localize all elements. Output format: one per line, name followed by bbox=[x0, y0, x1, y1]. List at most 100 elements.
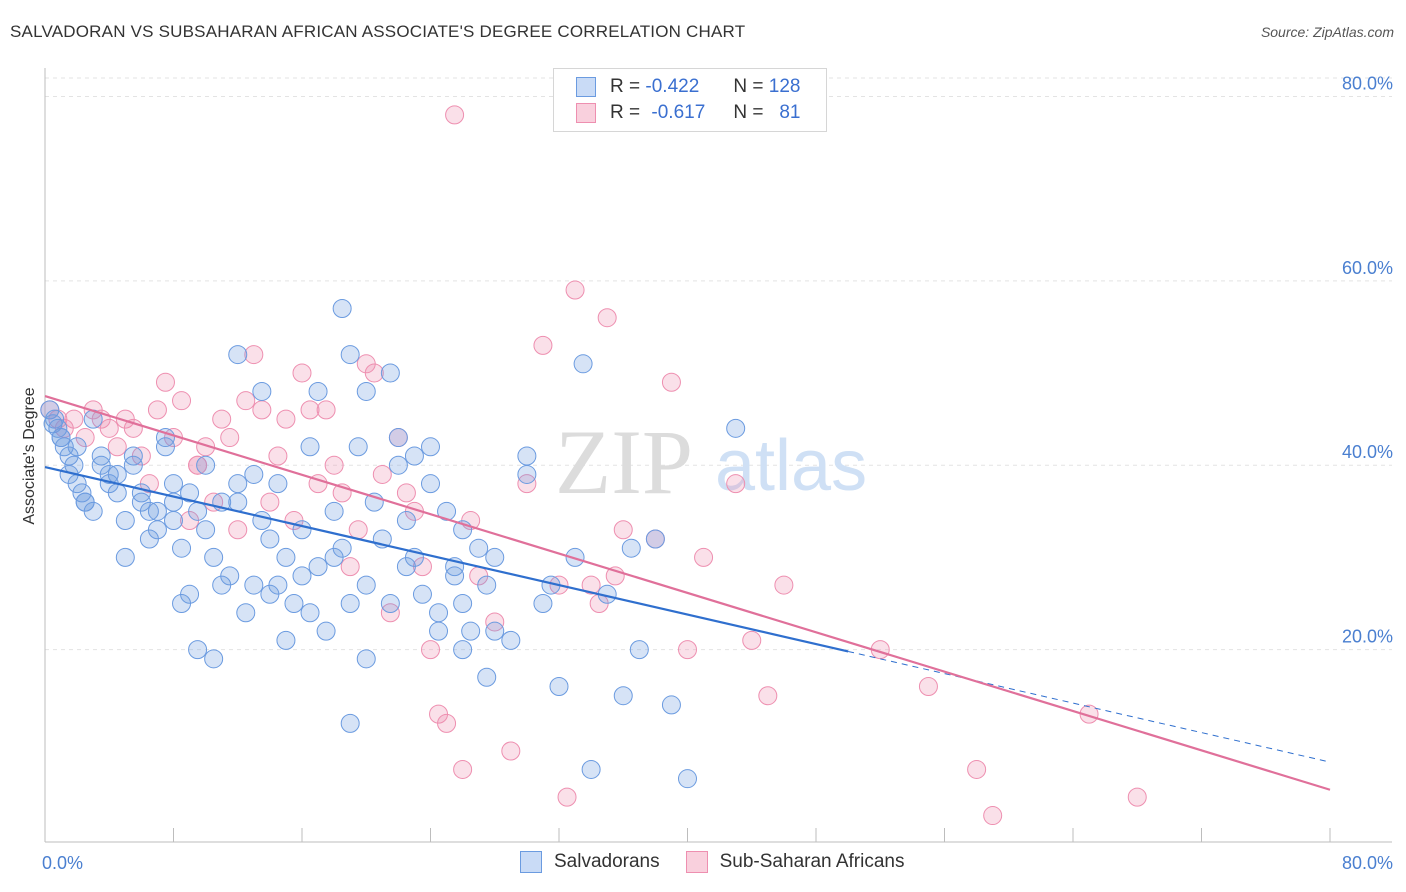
axes bbox=[44, 68, 1392, 843]
data-point-salvadoran bbox=[180, 483, 200, 503]
data-point-salvadoran bbox=[308, 381, 328, 401]
data-point-subsaharan bbox=[678, 640, 697, 660]
data-point-subsaharan bbox=[260, 492, 280, 512]
data-point-salvadoran bbox=[300, 603, 320, 623]
data-point-salvadoran bbox=[180, 584, 200, 604]
data-point-subsaharan bbox=[533, 335, 553, 355]
data-point-salvadoran bbox=[388, 428, 408, 448]
data-point-subsaharan bbox=[364, 363, 384, 383]
tick-labels: 20.0% 40.0% 60.0% 80.0% 0.0% 80.0% bbox=[42, 73, 1393, 873]
data-point-subsaharan bbox=[252, 400, 272, 420]
data-point-salvadoran bbox=[429, 603, 449, 623]
legend-row-subsaharan: R = -0.617 N = 81 bbox=[576, 101, 800, 125]
data-point-subsaharan bbox=[613, 520, 633, 540]
data-point-salvadoran bbox=[212, 575, 232, 595]
data-point-salvadoran bbox=[678, 769, 697, 789]
y-axis-label: Associate's Degree bbox=[21, 387, 38, 524]
data-point-salvadoran bbox=[228, 345, 248, 365]
y-tick-label: 60.0% bbox=[1342, 258, 1393, 278]
data-point-salvadoran bbox=[115, 511, 135, 531]
data-point-salvadoran bbox=[292, 566, 312, 586]
data-point-salvadoran bbox=[244, 575, 264, 595]
data-point-salvadoran bbox=[164, 474, 183, 494]
data-point-subsaharan bbox=[421, 640, 440, 660]
legend-r-value: -0.617 bbox=[651, 102, 706, 123]
x-tick-label: 0.0% bbox=[42, 853, 83, 873]
legend-r-label: R = bbox=[610, 76, 641, 97]
x-tick-label: 80.0% bbox=[1342, 853, 1393, 873]
data-point-subsaharan bbox=[172, 391, 192, 411]
legend-r-label: R = bbox=[610, 102, 641, 123]
data-point-salvadoran bbox=[661, 695, 681, 715]
data-point-salvadoran bbox=[477, 667, 497, 687]
legend-n-label: N = bbox=[733, 76, 764, 97]
data-point-salvadoran bbox=[324, 501, 344, 521]
data-point-subsaharan bbox=[276, 409, 296, 429]
data-point-subsaharan bbox=[437, 713, 457, 733]
data-point-subsaharan bbox=[324, 455, 344, 475]
trend-line-subsaharan bbox=[44, 395, 1331, 791]
data-point-salvadoran bbox=[300, 437, 320, 457]
data-point-salvadoran bbox=[573, 354, 593, 374]
data-point-salvadoran bbox=[348, 437, 368, 457]
data-point-salvadoran bbox=[228, 492, 248, 512]
data-point-subsaharan bbox=[155, 372, 175, 392]
data-point-subsaharan bbox=[661, 372, 681, 392]
data-point-subsaharan bbox=[244, 345, 264, 365]
data-point-salvadoran bbox=[332, 298, 352, 318]
data-point-salvadoran bbox=[396, 557, 416, 577]
data-point-salvadoran bbox=[356, 381, 376, 401]
data-point-salvadoran bbox=[316, 621, 336, 641]
y-tick-label: 40.0% bbox=[1342, 442, 1393, 462]
data-point-salvadoran bbox=[284, 594, 304, 614]
data-point-subsaharan bbox=[64, 409, 84, 429]
data-point-subsaharan bbox=[565, 280, 585, 300]
data-point-subsaharan bbox=[597, 308, 617, 328]
data-point-salvadoran bbox=[260, 529, 280, 549]
data-point-salvadoran bbox=[188, 501, 208, 521]
data-point-subsaharan bbox=[557, 787, 577, 807]
data-point-salvadoran bbox=[477, 575, 497, 595]
data-point-salvadoran bbox=[613, 686, 633, 706]
y-tick-label: 20.0% bbox=[1342, 627, 1393, 647]
data-point-subsaharan bbox=[758, 686, 778, 706]
data-point-salvadoran bbox=[726, 418, 746, 438]
data-point-subsaharan bbox=[107, 437, 127, 457]
data-point-salvadoran bbox=[549, 676, 569, 696]
data-point-salvadoran bbox=[228, 474, 248, 494]
data-point-subsaharan bbox=[99, 418, 119, 438]
data-point-subsaharan bbox=[372, 464, 392, 484]
data-point-salvadoran bbox=[268, 575, 288, 595]
watermark-zip: ZIP bbox=[555, 411, 693, 513]
chart-title: SALVADORAN VS SUBSAHARAN AFRICAN ASSOCIA… bbox=[10, 22, 746, 41]
data-point-salvadoran bbox=[45, 409, 65, 429]
data-point-salvadoran bbox=[276, 630, 296, 650]
data-point-subsaharan bbox=[983, 806, 1003, 826]
data-point-salvadoran bbox=[83, 501, 103, 521]
data-point-salvadoran bbox=[396, 511, 416, 531]
legend-swatch-blue bbox=[520, 851, 542, 873]
data-point-subsaharan bbox=[268, 446, 288, 466]
data-point-subsaharan bbox=[1127, 787, 1147, 807]
data-point-salvadoran bbox=[236, 603, 256, 623]
data-point-salvadoran bbox=[196, 520, 216, 540]
legend-label: Salvadorans bbox=[554, 851, 660, 872]
legend-n-label: N = bbox=[733, 102, 764, 123]
data-point-subsaharan bbox=[340, 557, 360, 577]
data-point-salvadoran bbox=[469, 538, 489, 558]
data-point-salvadoran bbox=[276, 547, 296, 567]
data-point-salvadoran bbox=[356, 575, 376, 595]
data-point-subsaharan bbox=[694, 547, 714, 567]
data-point-salvadoran bbox=[204, 547, 224, 567]
data-point-salvadoran bbox=[412, 584, 432, 604]
data-point-subsaharan bbox=[316, 400, 336, 420]
watermark-atlas: atlas bbox=[715, 426, 867, 506]
legend-item-salvadorans: Salvadorans bbox=[520, 851, 660, 873]
data-point-salvadoran bbox=[292, 520, 312, 540]
series-salvadorans-points bbox=[40, 298, 746, 789]
data-point-salvadoran bbox=[429, 621, 449, 641]
data-point-subsaharan bbox=[236, 391, 256, 411]
data-point-salvadoran bbox=[581, 759, 601, 779]
data-point-salvadoran bbox=[204, 649, 224, 669]
